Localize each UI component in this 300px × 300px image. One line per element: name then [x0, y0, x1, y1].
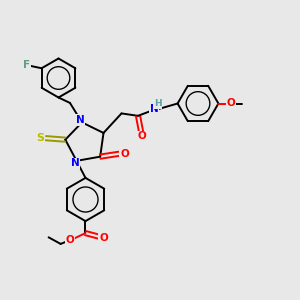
Text: O: O: [65, 235, 74, 245]
Text: F: F: [23, 60, 30, 70]
Text: O: O: [120, 149, 129, 159]
Text: H: H: [154, 99, 162, 108]
Text: N: N: [76, 115, 85, 125]
Text: N: N: [150, 103, 159, 114]
Text: N: N: [71, 158, 80, 168]
Text: O: O: [99, 233, 108, 243]
Text: S: S: [37, 133, 45, 143]
Text: O: O: [137, 131, 146, 141]
Text: O: O: [226, 98, 236, 109]
